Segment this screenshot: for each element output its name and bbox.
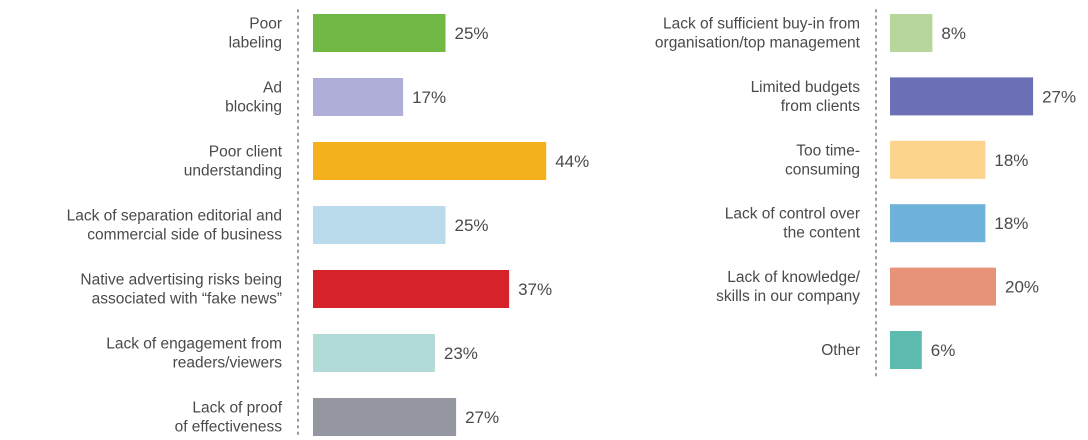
right-value-label-lack-of-sufficient-buy-in-from-organisat: 8% [941, 24, 966, 43]
right-value-label-too-time-consuming: 18% [994, 151, 1028, 170]
right-bar-limited-budgets-from-clients [890, 77, 1034, 116]
left-category-label-lack-of-separation-editorial-and-commerc: Lack of separation editorial and commerci… [67, 208, 283, 244]
left-bar-lack-of-separation-editorial-and-commerc [313, 206, 446, 244]
left-bar-lack-of-engagement-from-readers-viewers [313, 334, 435, 372]
right-bar-too-time-consuming [890, 140, 986, 179]
left-category-label-native-advertising-risks-being-associate: Native advertising risks being associated… [80, 272, 282, 308]
left-bar-ad-blocking [313, 78, 404, 116]
left-category-label-lack-of-engagement-from-readers-viewers: Lack of engagement from readers/viewers [106, 336, 282, 372]
right-value-label-lack-of-control-over-the-content: 18% [994, 214, 1028, 233]
left-value-label-poor-client-understanding: 44% [555, 152, 589, 171]
right-bar-lack-of-knowledge-skills-in-our-company [890, 267, 996, 306]
right-category-label-lack-of-control-over-the-content: Lack of control over the content [725, 206, 861, 242]
left-bar-native-advertising-risks-being-associate [313, 270, 510, 308]
left-bar-poor-client-understanding [313, 142, 547, 180]
left-value-label-lack-of-separation-editorial-and-commerc: 25% [455, 216, 489, 235]
right-value-label-other: 6% [931, 341, 956, 360]
right-category-label-lack-of-sufficient-buy-in-from-organisat: Lack of sufficient buy-in from organisati… [655, 16, 861, 52]
left-value-label-lack-of-engagement-from-readers-viewers: 23% [444, 344, 478, 363]
left-category-label-poor-labeling: Poor labeling [229, 16, 282, 52]
right-category-label-limited-budgets-from-clients: Limited budgets from clients [751, 79, 861, 115]
right-bar-lack-of-sufficient-buy-in-from-organisat [890, 14, 933, 52]
right-value-label-limited-budgets-from-clients: 27% [1042, 87, 1076, 106]
left-category-label-poor-client-understanding: Poor client understanding [184, 144, 283, 180]
left-bar-poor-labeling [313, 14, 446, 52]
left-value-label-lack-of-proof-of-effectiveness: 27% [465, 408, 499, 427]
left-value-label-ad-blocking: 17% [412, 88, 446, 107]
left-category-label-lack-of-proof-of-effectiveness: Lack of proof of effectiveness [175, 400, 283, 436]
right-category-label-other: Other [821, 342, 860, 359]
left-value-label-native-advertising-risks-being-associate: 37% [518, 280, 552, 299]
right-category-label-too-time-consuming: Too time-consuming [785, 142, 860, 178]
right-bar-other [890, 331, 922, 369]
left-category-label-ad-blocking: Ad blocking [225, 80, 282, 116]
left-bar-lack-of-proof-of-effectiveness [313, 398, 457, 436]
right-bar-chart: Lack of sufficient buy-in from organisati… [655, 14, 1076, 369]
right-bar-lack-of-control-over-the-content [890, 204, 986, 243]
right-value-label-lack-of-knowledge-skills-in-our-company: 20% [1005, 278, 1039, 297]
left-value-label-poor-labeling: 25% [455, 24, 489, 43]
right-category-label-lack-of-knowledge-skills-in-our-company: Lack of knowledge/skills in our company [716, 269, 861, 305]
left-bar-chart: Poor labeling 25% Ad blocking 17% Poor client u… [67, 14, 589, 436]
